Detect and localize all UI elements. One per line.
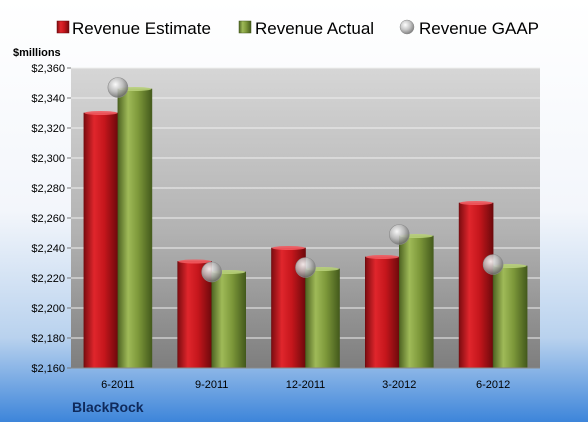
bar-revenue-estimate	[458, 202, 494, 369]
y-tick-label: $2,240	[31, 243, 65, 255]
legend-label-actual: Revenue Actual	[255, 19, 374, 38]
bar-revenue-actual	[211, 271, 246, 369]
marker-revenue-gaap	[482, 254, 504, 275]
y-axis-unit-label: $millions	[13, 47, 61, 59]
bar-revenue-estimate	[83, 112, 119, 369]
bar-revenue-estimate-top	[84, 111, 118, 115]
y-tick-label: $2,320	[31, 123, 65, 135]
y-tick-label: $2,200	[31, 303, 65, 315]
y-tick-label: $2,360	[31, 63, 65, 75]
y-tick-label: $2,340	[31, 93, 65, 105]
legend-swatch-actual	[238, 20, 252, 34]
legend-item-revenue-actual: Revenue Actual	[238, 19, 374, 38]
x-axis-ticks: 6-2011 9-2011 12-2011 3-2012 6-2012	[101, 379, 510, 391]
y-axis-ticks: $2,160 $2,180 $2,200 $2,220 $2,240 $2,260 $2,2…	[31, 63, 71, 375]
bar-revenue-actual	[117, 88, 153, 369]
marker-revenue-gaap	[201, 261, 222, 283]
y-tick-label: $2,220	[31, 273, 65, 285]
x-tick-label: 12-2011	[286, 379, 326, 391]
bar-revenue-estimate-top	[459, 201, 493, 205]
legend-item-revenue-gaap: Revenue GAAP	[399, 19, 539, 38]
x-tick-label: 6-2011	[101, 379, 134, 391]
company-label: BlackRock	[72, 399, 144, 415]
x-tick-label: 9-2011	[195, 379, 228, 391]
bar-revenue-estimate-top	[272, 246, 305, 250]
x-tick-label: 6-2012	[476, 379, 510, 391]
y-tick-label: $2,300	[31, 153, 65, 165]
y-tick-label: $2,180	[31, 333, 65, 345]
y-tick-label: $2,160	[31, 363, 65, 375]
legend-item-revenue-estimate: Revenue Estimate	[56, 19, 211, 38]
legend-swatch-gaap	[399, 19, 415, 35]
y-tick-label: $2,280	[31, 183, 65, 195]
bar-revenue-estimate-top	[365, 255, 399, 259]
marker-revenue-gaap	[295, 257, 316, 278]
marker-revenue-gaap	[388, 224, 410, 245]
legend: Revenue Estimate Revenue Actual Revenue …	[56, 19, 539, 38]
bar-revenue-actual	[305, 268, 340, 369]
legend-swatch-estimate	[56, 20, 70, 34]
bar-revenue-estimate	[364, 256, 400, 369]
y-tick-label: $2,260	[31, 213, 65, 225]
bars	[83, 77, 528, 369]
x-tick-label: 3-2012	[382, 379, 416, 391]
bar-revenue-actual	[492, 265, 528, 369]
legend-label-gaap: Revenue GAAP	[419, 19, 539, 38]
bar-revenue-actual	[398, 235, 434, 369]
legend-label-estimate: Revenue Estimate	[72, 19, 211, 38]
bar-revenue-estimate-top	[178, 259, 212, 264]
marker-revenue-gaap	[107, 77, 129, 98]
